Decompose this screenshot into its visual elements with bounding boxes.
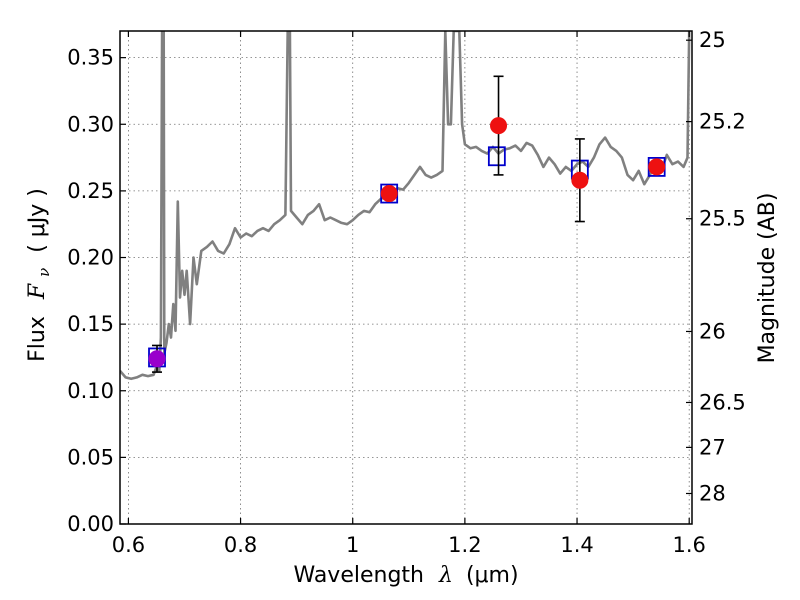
y-tick-label: 0.15: [67, 312, 114, 336]
y-axis-label-symbol: F: [25, 283, 50, 300]
model-square-marker: [487, 146, 506, 167]
x-tick-label: 1.6: [672, 533, 705, 557]
observed-point-marker: [380, 185, 398, 203]
spectrum-line: [120, 31, 691, 381]
plot-area: [120, 31, 691, 381]
y2-axis-label: Magnitude (AB): [755, 193, 780, 364]
y-tick-label: 0.00: [67, 512, 114, 536]
observed-point-marker: [571, 171, 589, 189]
x-axis-label-unit: (μm): [466, 563, 519, 588]
y2-tick-label: 26.5: [699, 390, 746, 414]
x-tick-label: 1.4: [560, 533, 593, 557]
y-axis-label-subscript: ν: [35, 268, 53, 277]
y-axis-label: Flux F ν ( μJy ): [25, 188, 55, 362]
x-tick-label: 0.6: [112, 533, 145, 557]
y-axis-label-unit: ( μJy ): [25, 188, 50, 253]
y2-tick-label: 25.5: [699, 207, 746, 231]
y-tick-label: 0.35: [67, 46, 114, 70]
y2-tick-label: 26: [699, 319, 726, 343]
observed-point-marker: [148, 350, 166, 368]
observed-point-marker: [648, 158, 666, 176]
x-axis-label: Wavelength λ (μm): [293, 563, 518, 588]
gridlines: [120, 31, 692, 524]
x-axis-label-prefix: Wavelength: [293, 563, 424, 588]
plot-frame: [119, 30, 693, 525]
x-axis-label-symbol: λ: [438, 563, 453, 588]
y2-tick-label: 25.2: [699, 110, 746, 134]
y2-tick-label: 27: [699, 435, 726, 459]
y-tick-label: 0.05: [67, 445, 114, 469]
x-tick-label: 0.8: [224, 533, 257, 557]
x-axis-ticks: 0.6 0.8 1 1.2 1.4 1.6: [112, 31, 706, 557]
x-tick-label: 1.2: [448, 533, 481, 557]
y-tick-label: 0.10: [67, 379, 114, 403]
y2-tick-label: 25: [699, 28, 726, 52]
observed-point-marker: [490, 117, 508, 135]
x-tick-label: 1: [346, 533, 359, 557]
y2-tick-label: 28: [699, 481, 726, 505]
y-axis-ticks: 0.00 0.05 0.10 0.15 0.20 0.25 0.30 0.35: [67, 46, 126, 536]
y-tick-label: 0.25: [67, 179, 114, 203]
y-tick-label: 0.30: [67, 112, 114, 136]
y-tick-label: 0.20: [67, 246, 114, 270]
y-axis-label-prefix: Flux: [25, 316, 50, 362]
y2-axis-ticks: 25 25.2 25.5 26 26.5 27 28: [686, 28, 746, 505]
